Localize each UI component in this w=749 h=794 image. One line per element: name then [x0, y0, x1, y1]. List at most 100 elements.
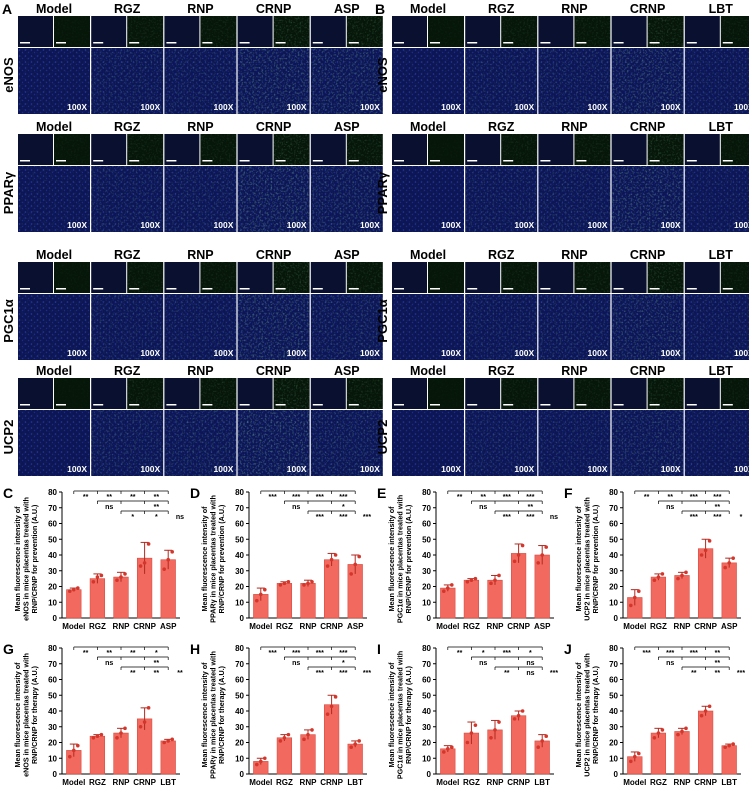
x-tick-label: Model	[436, 778, 459, 787]
scale-bar	[613, 42, 624, 44]
sig-label: ***	[690, 494, 698, 501]
sig-label: **	[177, 670, 183, 677]
micrograph-green-signal	[237, 294, 310, 360]
scale-bar	[394, 404, 404, 406]
thumb-blue	[18, 262, 53, 293]
data-point	[286, 732, 291, 737]
scale-bar	[93, 404, 104, 406]
data-point	[727, 743, 731, 748]
data-point	[162, 567, 166, 571]
thumb-green-signal	[428, 134, 464, 165]
data-point	[723, 745, 727, 750]
y-tick-label: 40	[235, 707, 244, 716]
x-tick-label: CRNP	[507, 778, 530, 787]
thumb-green-signal	[720, 16, 749, 47]
data-point	[703, 548, 708, 553]
scale-bar	[686, 288, 697, 290]
magnification-label: 100X	[514, 464, 534, 474]
y-tick-label: 0	[427, 770, 432, 779]
micrograph-green-signal	[465, 410, 538, 476]
sig-label: ns	[550, 514, 558, 521]
data-point	[76, 586, 80, 590]
y-tick-label: 40	[609, 707, 618, 716]
panel-label: C	[3, 485, 13, 501]
scale-bar	[166, 160, 177, 162]
thumb-blue	[164, 262, 200, 293]
x-tick-label: RGZ	[650, 622, 667, 631]
micrograph-green-signal	[310, 294, 383, 360]
sig-label: ***	[316, 650, 324, 657]
data-point	[727, 561, 731, 565]
y-tick-label: 70	[422, 660, 431, 669]
y-axis-label-line: eNOS in mice placentas treated with	[22, 653, 31, 777]
group-label: RGZ	[114, 120, 141, 134]
scale-bar	[430, 404, 440, 406]
data-point	[516, 553, 521, 557]
data-point	[357, 739, 361, 743]
scale-bar	[722, 288, 733, 290]
y-tick-label: 50	[235, 691, 244, 700]
thumb-blue	[684, 262, 720, 293]
protein-label: eNOS	[375, 57, 390, 93]
data-point	[170, 737, 174, 742]
panel-label: D	[190, 485, 200, 501]
sig-label: ***	[269, 650, 277, 657]
scale-bar	[503, 160, 514, 162]
magnification-label: 100X	[441, 220, 461, 230]
group-label: RGZ	[488, 248, 515, 262]
scale-bar	[576, 160, 587, 162]
magnification-label: 100X	[67, 464, 87, 474]
sig-label: ***	[316, 514, 324, 521]
magnification-label: 100X	[67, 220, 87, 230]
thumb-blue	[684, 378, 720, 409]
sig-label: ***	[503, 514, 511, 521]
data-point	[349, 572, 353, 576]
bar	[697, 710, 714, 775]
x-tick-label: RNP	[113, 622, 131, 631]
thumb-blue	[538, 378, 574, 409]
x-tick-label: LBT	[347, 778, 363, 787]
scale-bar	[129, 404, 140, 406]
sig-label: ns	[292, 504, 300, 511]
data-point	[68, 754, 72, 759]
sig-label: **	[667, 494, 673, 501]
scale-bar	[394, 160, 404, 162]
y-axis-label-line: UCP2 in mice placentas treated with	[583, 653, 592, 776]
thumb-green-signal	[346, 16, 383, 47]
thumb-blue	[611, 134, 647, 165]
scale-bar	[312, 404, 323, 406]
micrograph-green-signal	[18, 166, 90, 232]
y-tick-label: 70	[609, 504, 618, 513]
scale-bar	[202, 404, 213, 406]
group-label: Model	[36, 120, 72, 134]
data-point	[707, 704, 712, 709]
bar	[534, 554, 550, 619]
micrograph-row-b-0: Model RGZ RNP CRNP LBT eNOS 100X 100X 100X 100X 10…	[375, 2, 749, 114]
y-tick-label: 10	[422, 598, 431, 607]
data-point	[353, 742, 357, 746]
y-tick-label: 50	[235, 535, 244, 544]
scale-bar	[56, 160, 66, 162]
sig-label: **	[715, 504, 721, 511]
sig-label: ***	[643, 650, 651, 657]
sig-label: ns	[292, 660, 300, 667]
data-point	[72, 748, 76, 753]
y-tick-label: 0	[240, 770, 245, 779]
data-point	[536, 745, 540, 750]
thumb-blue	[465, 378, 501, 409]
data-point	[512, 559, 517, 564]
protein-label: PPARγ	[375, 171, 390, 214]
data-point	[473, 723, 478, 727]
x-tick-label: RGZ	[650, 778, 667, 787]
sig-label: ns	[666, 504, 674, 511]
data-point	[353, 562, 357, 567]
y-tick-label: 60	[609, 676, 618, 685]
data-point	[333, 553, 338, 557]
thumb-blue	[392, 378, 427, 409]
sig-label: **	[154, 660, 160, 667]
thumb-green-signal	[647, 262, 684, 293]
magnification-label: 100X	[214, 220, 234, 230]
magnification-label: 100X	[661, 220, 681, 230]
thumb-blue	[684, 16, 720, 47]
sig-label: ***	[363, 670, 371, 677]
